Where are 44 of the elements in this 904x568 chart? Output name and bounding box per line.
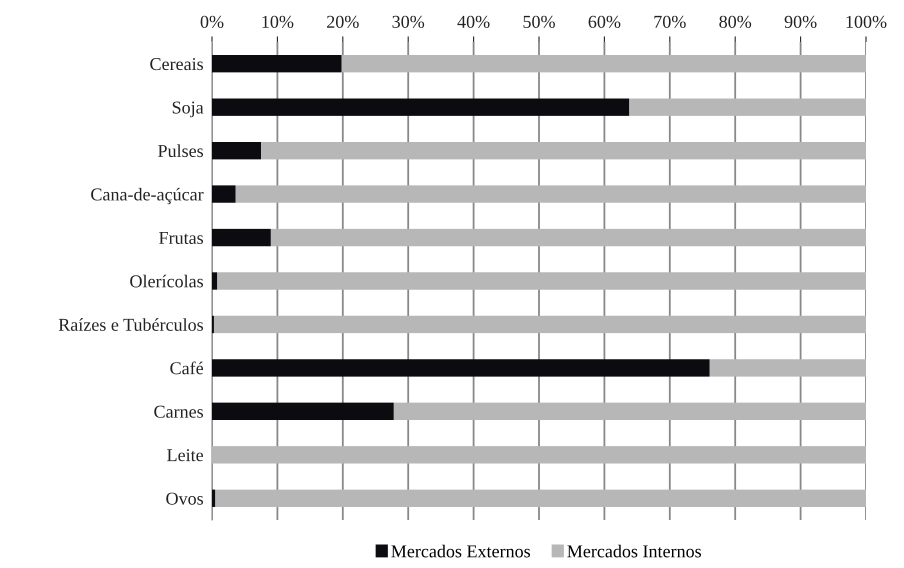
- y-tick-label: Olerícolas: [130, 274, 204, 288]
- bar: [394, 402, 866, 420]
- bar: [270, 228, 866, 246]
- bar: [212, 55, 342, 72]
- bar: [212, 142, 262, 160]
- x-tick-label: 100%: [846, 16, 886, 28]
- x-tick-label: 20%: [327, 16, 359, 28]
- y-tick-label: Soja: [172, 101, 204, 118]
- legend-label: Mercados Internos: [567, 544, 701, 558]
- y-tick-label: Carnes: [154, 406, 204, 418]
- y-tick-label: Frutas: [159, 232, 204, 244]
- x-tick-label: 60%: [588, 16, 620, 28]
- legend-label: Mercados Externos: [391, 544, 530, 558]
- bar: [341, 55, 866, 72]
- x-tick-label: 40%: [457, 16, 490, 28]
- bar: [261, 142, 866, 160]
- x-tick-label: 0%: [200, 16, 224, 28]
- y-tick-label: Cereais: [150, 58, 204, 70]
- x-tick-label: 50%: [524, 16, 555, 28]
- bar: [212, 490, 216, 507]
- bar: [212, 185, 236, 203]
- y-tick-label: Café: [170, 361, 204, 374]
- bar: [236, 185, 866, 203]
- y-tick-label: Leite: [167, 449, 204, 462]
- bar: [217, 272, 866, 290]
- bar: [212, 446, 866, 464]
- bar: [212, 98, 630, 116]
- x-tick-label: 70%: [654, 16, 686, 28]
- x-tick-label: 10%: [262, 16, 294, 28]
- x-tick-label: 90%: [784, 16, 817, 28]
- y-tick-label: Ovos: [166, 492, 204, 505]
- bar: [215, 490, 866, 507]
- bar: [629, 98, 866, 116]
- bar: [212, 228, 271, 246]
- x-tick-label: 80%: [719, 16, 752, 28]
- y-tick-label: Raízes e Tubérculos: [58, 318, 204, 331]
- bar: [212, 272, 218, 290]
- bar: [214, 316, 866, 334]
- bar: [212, 402, 394, 420]
- bar: [212, 359, 710, 377]
- bar: [710, 359, 866, 377]
- x-tick-label: 30%: [392, 16, 424, 28]
- y-tick-label: Cana-de-açúcar: [91, 188, 204, 204]
- y-tick-label: Pulses: [158, 144, 204, 158]
